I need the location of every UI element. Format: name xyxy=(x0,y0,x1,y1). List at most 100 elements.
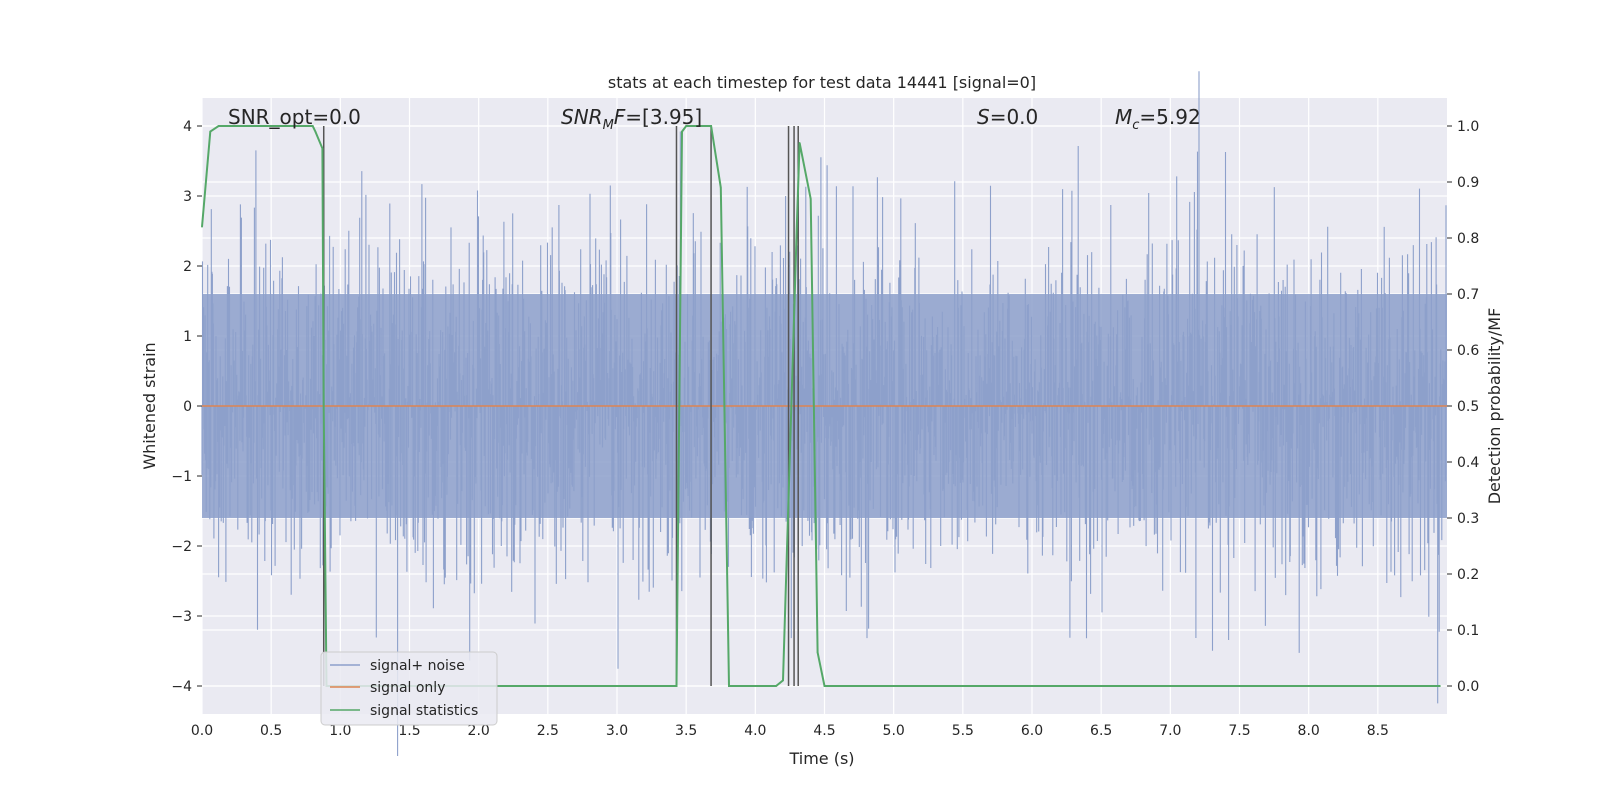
legend-label-noise: signal+ noise xyxy=(370,658,465,674)
y2-tick-label: 0.4 xyxy=(1457,455,1479,471)
signal-statistics-point xyxy=(209,130,212,133)
snr-mf-tail: F xyxy=(614,105,626,129)
signal-statistics-point xyxy=(217,125,220,127)
signal-statistics-point xyxy=(681,130,683,133)
signal-statistics-point xyxy=(321,147,324,150)
x-tick-label: 0.0 xyxy=(191,723,213,739)
s-symbol: S xyxy=(977,105,990,129)
s-annotation: S=0.0 xyxy=(977,105,1038,129)
y-tick-label: −3 xyxy=(171,609,192,625)
signal-statistics-point xyxy=(311,125,314,127)
signal-statistics-point xyxy=(892,685,895,687)
y-tick-label: −2 xyxy=(171,539,192,555)
tick-labels: 0.0 0.5 1.0 1.5 2.0 2.5 3.0 3.5 4.0 4.5 5.0 5.5 6.0 6… xyxy=(171,119,1479,739)
x-tick-label: 6.5 xyxy=(1090,723,1112,739)
signal-statistics-point xyxy=(809,198,812,200)
x-tick-label: 0.5 xyxy=(260,723,282,739)
legend-label-signal-only: signal only xyxy=(370,680,445,696)
signal-statistics-point xyxy=(823,685,826,687)
x-axis-title: Time (s) xyxy=(788,749,854,768)
signal-statistics-point xyxy=(754,685,757,687)
y2-tick-label: 0.1 xyxy=(1457,623,1479,639)
y-axis-title: Whitened strain xyxy=(140,342,159,469)
signal-statistics-point xyxy=(728,685,730,687)
signal-statistics-point xyxy=(1169,685,1172,687)
signal-statistics-point xyxy=(796,226,798,228)
y-tick-label: 3 xyxy=(183,189,192,205)
signal-statistics-point xyxy=(740,685,743,687)
signal-statistics-point xyxy=(719,186,722,189)
signal-statistics-point xyxy=(242,125,245,127)
signal-statistics-point xyxy=(775,685,777,687)
signal-statistics-point xyxy=(798,142,801,144)
y-tick-label: 0 xyxy=(183,399,192,415)
signal-statistics-point xyxy=(322,405,325,407)
signal-statistics-point xyxy=(314,130,317,133)
y2-tick-label: 0.3 xyxy=(1457,511,1479,527)
signal-statistics-point xyxy=(284,125,286,127)
signal-statistics-point xyxy=(782,679,784,682)
y2-tick-label: 0.2 xyxy=(1457,567,1479,583)
signal-statistics-point xyxy=(1031,685,1033,687)
signal-statistics-point xyxy=(1307,685,1310,687)
x-tick-label: 8.0 xyxy=(1298,723,1320,739)
y2-tick-label: 0.0 xyxy=(1457,679,1479,695)
signal-statistics-point xyxy=(685,125,687,127)
signal-statistics-point xyxy=(270,125,272,127)
y2-tick-label: 1.0 xyxy=(1457,119,1479,135)
x-tick-label: 1.0 xyxy=(329,723,351,739)
x-tick-label: 4.5 xyxy=(813,723,835,739)
x-tick-label: 8.5 xyxy=(1367,723,1389,739)
mc-value: =5.92 xyxy=(1139,105,1200,129)
y-tick-label: 1 xyxy=(183,329,192,345)
x-tick-label: 2.0 xyxy=(468,723,490,739)
signal-statistics-point xyxy=(962,685,964,687)
s-value: =0.0 xyxy=(990,105,1039,129)
snr-opt-annotation: SNR_opt=0.0 xyxy=(228,105,361,129)
y-tick-label: 2 xyxy=(183,259,192,275)
x-tick-label: 5.0 xyxy=(883,723,905,739)
y-tick-label: −4 xyxy=(171,679,192,695)
x-tick-label: 7.0 xyxy=(1159,723,1181,739)
y2-tick-label: 0.6 xyxy=(1457,343,1479,359)
y2-tick-label: 0.8 xyxy=(1457,231,1479,247)
snr-mf-symbol: SNR xyxy=(561,105,603,129)
snr-mf-annotation: SNRMF=[3.95] xyxy=(561,105,702,133)
y-tick-label: 4 xyxy=(183,119,192,135)
signal-statistics-point xyxy=(1439,685,1441,687)
signal-statistics-point xyxy=(696,125,699,127)
signal-statistics-series xyxy=(201,125,1441,687)
signal-statistics-point xyxy=(837,685,840,687)
signal-statistics-point xyxy=(228,125,231,127)
mc-subscript: c xyxy=(1132,118,1139,133)
legend-label-statistics: signal statistics xyxy=(370,703,478,719)
signal-statistics-point xyxy=(675,685,678,687)
y-tick-label: −1 xyxy=(171,469,192,485)
signal-statistics-point xyxy=(1377,685,1379,687)
x-tick-label: 1.5 xyxy=(398,723,420,739)
signal-statistics-point xyxy=(616,685,618,687)
legend-box xyxy=(320,651,498,726)
signal-statistics-point xyxy=(816,651,819,654)
snr-mf-subscript: M xyxy=(603,118,614,133)
y2-tick-label: 0.7 xyxy=(1457,287,1479,303)
chart-title: stats at each timestep for test data 144… xyxy=(608,73,1036,92)
signal-statistics-point xyxy=(201,226,203,228)
x-tick-label: 4.0 xyxy=(744,723,766,739)
signal-statistics-point xyxy=(710,125,712,127)
mc-symbol: M xyxy=(1115,105,1132,129)
x-tick-label: 2.5 xyxy=(537,723,559,739)
x-tick-label: 7.5 xyxy=(1228,723,1250,739)
signal-statistics-point xyxy=(298,125,300,127)
signal-statistics-point xyxy=(256,125,259,127)
mc-annotation: Mc=5.92 xyxy=(1115,105,1201,133)
x-tick-label: 6.0 xyxy=(1021,723,1043,739)
y2-tick-label: 0.9 xyxy=(1457,175,1479,191)
legend: signal+ noise signal only signal statist… xyxy=(320,651,498,726)
y2-axis-title: Detection probability/MF xyxy=(1485,308,1504,505)
signal-statistics-point xyxy=(1100,685,1102,687)
signal-statistics-point xyxy=(1238,685,1241,687)
y2-tick-label: 0.5 xyxy=(1457,399,1479,415)
x-tick-label: 3.0 xyxy=(606,723,628,739)
